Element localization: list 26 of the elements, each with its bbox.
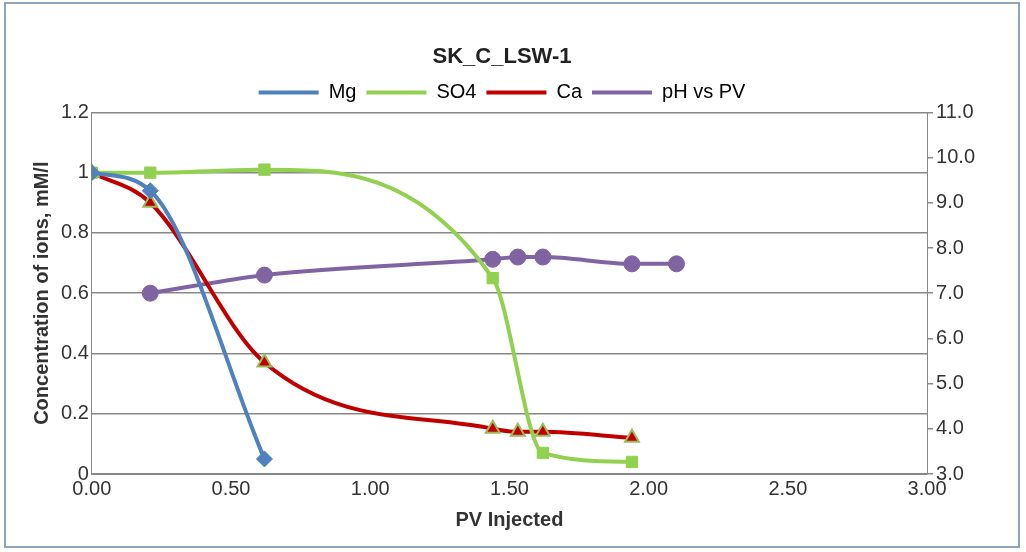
legend-label: Mg: [328, 79, 357, 102]
y-tick-label: 0.6: [60, 280, 89, 303]
y2-tick-label: 9.0: [936, 190, 964, 213]
y2-tick-label: 10.0: [936, 145, 976, 168]
y2-tick-label: 5.0: [936, 371, 964, 394]
y2-tick-label: 8.0: [936, 235, 964, 258]
x-tick-label: 2.50: [768, 476, 808, 499]
y2-tick-label: 11.0: [936, 99, 974, 122]
x-tick-label: 0.50: [211, 476, 251, 499]
y-tick-label: 1: [77, 160, 89, 183]
legend-label: Ca: [556, 79, 583, 102]
y-tick-label: 1.2: [60, 99, 89, 122]
x-tick-label: 2.00: [629, 476, 669, 499]
y2-tick-label: 4.0: [936, 416, 964, 439]
legend-label: pH vs PV: [662, 79, 747, 102]
x-tick-label: 1.00: [350, 476, 390, 499]
chart-title: SK_C_LSW-1: [432, 43, 572, 69]
y-tick-label: 0.2: [60, 401, 89, 424]
x-axis-title: PV Injected: [455, 507, 564, 530]
x-tick-label: 1.50: [489, 476, 529, 499]
y2-tick-label: 6.0: [936, 325, 964, 348]
y-tick-label: 0.8: [60, 220, 89, 243]
y-axis-title: Concentration of ions, mM/l: [29, 161, 52, 425]
y2-tick-label: 7.0: [936, 280, 964, 303]
legend-label: SO4: [436, 79, 477, 102]
y-tick-label: 0.4: [60, 340, 89, 363]
